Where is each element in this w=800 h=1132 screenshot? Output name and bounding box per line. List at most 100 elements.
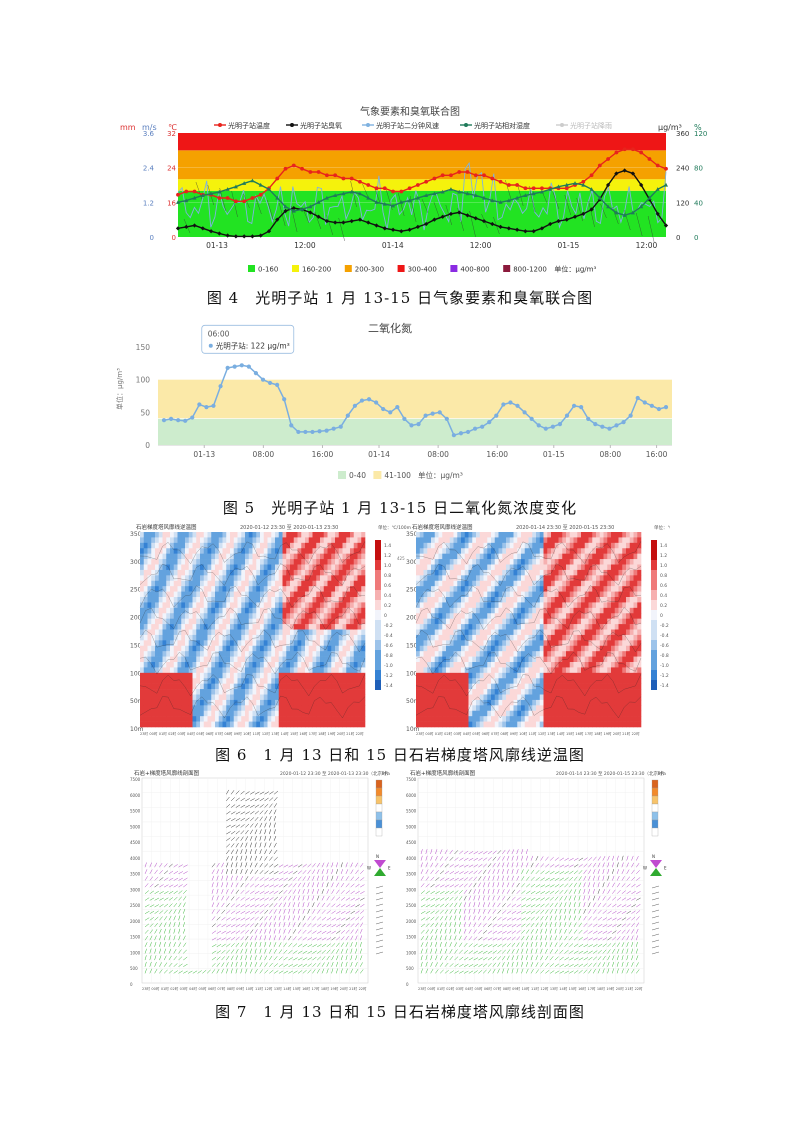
scale-label: -1.2	[384, 673, 393, 679]
heat-cell	[457, 580, 462, 587]
heat-cell	[297, 716, 302, 722]
heat-cell	[162, 580, 167, 587]
heat-cell	[491, 678, 496, 684]
heat-cell	[536, 705, 541, 712]
heat-cell	[203, 699, 208, 706]
heat-cell	[188, 683, 193, 690]
heat-cell	[301, 689, 306, 695]
heat-cell	[286, 591, 291, 598]
heat-cell	[509, 607, 514, 614]
heat-cell	[305, 721, 310, 728]
heat-cell	[491, 705, 496, 712]
heat-cell	[442, 721, 447, 728]
heat-cell	[547, 710, 552, 717]
heat-cell	[629, 683, 634, 690]
heat-cell	[494, 580, 499, 587]
scale-swatch	[651, 620, 657, 630]
heat-cell	[573, 532, 578, 538]
heat-cell	[338, 613, 343, 619]
band-legend-swatch	[248, 265, 255, 272]
heat-cell	[263, 580, 268, 587]
heat-cell	[442, 607, 447, 614]
heat-cell	[427, 667, 432, 674]
heat-cell	[282, 716, 287, 722]
heat-cell	[230, 667, 235, 674]
heat-cell	[320, 662, 325, 668]
heat-cell	[539, 689, 544, 695]
heat-cell	[558, 564, 563, 571]
heat-cell	[524, 564, 529, 571]
heat-cell	[543, 618, 548, 625]
heat-cell	[177, 580, 182, 587]
heat-cell	[245, 569, 250, 576]
heat-cell	[155, 559, 160, 565]
heat-cell	[547, 618, 552, 625]
heat-cell	[267, 678, 272, 684]
heat-cell	[603, 532, 608, 538]
heat-cell	[633, 694, 638, 701]
heat-cell	[581, 705, 586, 712]
heat-cell	[147, 645, 152, 652]
heat-cell	[581, 699, 586, 706]
heat-cell	[472, 694, 477, 701]
wind-stroke	[231, 190, 238, 218]
heat-cell	[419, 613, 424, 619]
heat-cell	[282, 542, 287, 549]
heat-cell	[543, 721, 548, 728]
heat-cell	[554, 624, 559, 630]
heat-cell	[592, 580, 597, 587]
heat-cell	[357, 591, 362, 598]
heat-cell	[196, 710, 201, 717]
heat-cell	[211, 651, 216, 657]
heat-cell	[278, 683, 283, 690]
heat-cell	[528, 689, 533, 695]
heat-cell	[308, 618, 313, 625]
heat-cell	[233, 640, 238, 647]
heat-cell	[200, 678, 205, 684]
no2-point	[579, 405, 584, 410]
heat-cell	[331, 710, 336, 717]
heat-cell	[207, 629, 212, 636]
heat-cell	[524, 532, 529, 538]
data-point	[573, 181, 578, 185]
heat-cell	[476, 694, 481, 701]
heat-cell	[453, 537, 458, 544]
data-point	[473, 173, 478, 178]
heat-cell	[301, 537, 306, 544]
data-point	[597, 163, 602, 168]
heat-cell	[543, 678, 548, 684]
heat-cell	[633, 542, 638, 549]
heat-cell	[618, 532, 623, 538]
heat-cell	[423, 678, 428, 684]
heat-cell	[521, 624, 526, 630]
heat-cell	[502, 537, 507, 544]
heat-cell	[494, 569, 499, 576]
heat-cell	[551, 537, 556, 544]
scale-swatch	[375, 680, 381, 690]
heat-cell	[181, 656, 186, 663]
heat-cell	[577, 569, 582, 576]
heat-cell	[353, 634, 358, 641]
heat-cell	[483, 640, 488, 647]
heat-cell	[472, 597, 477, 603]
heat-cell	[637, 721, 642, 728]
heat-cell	[151, 667, 156, 674]
data-point	[655, 211, 660, 217]
heat-cell	[230, 607, 235, 614]
contour-line	[139, 541, 366, 565]
heat-cell	[438, 618, 443, 625]
no2-point	[557, 421, 563, 427]
heat-cell	[230, 624, 235, 630]
scale-swatch	[651, 660, 657, 670]
heat-cell	[487, 645, 492, 652]
heat-cell	[457, 721, 462, 728]
heat-cell	[551, 569, 556, 576]
heat-cell	[203, 705, 208, 712]
heat-cell	[419, 559, 424, 565]
heat-cell	[248, 569, 253, 576]
heat-cell	[143, 656, 148, 663]
heat-cell	[222, 586, 227, 592]
y-tick-label: 150	[136, 343, 151, 352]
heat-cell	[498, 624, 503, 630]
data-point	[316, 200, 321, 204]
